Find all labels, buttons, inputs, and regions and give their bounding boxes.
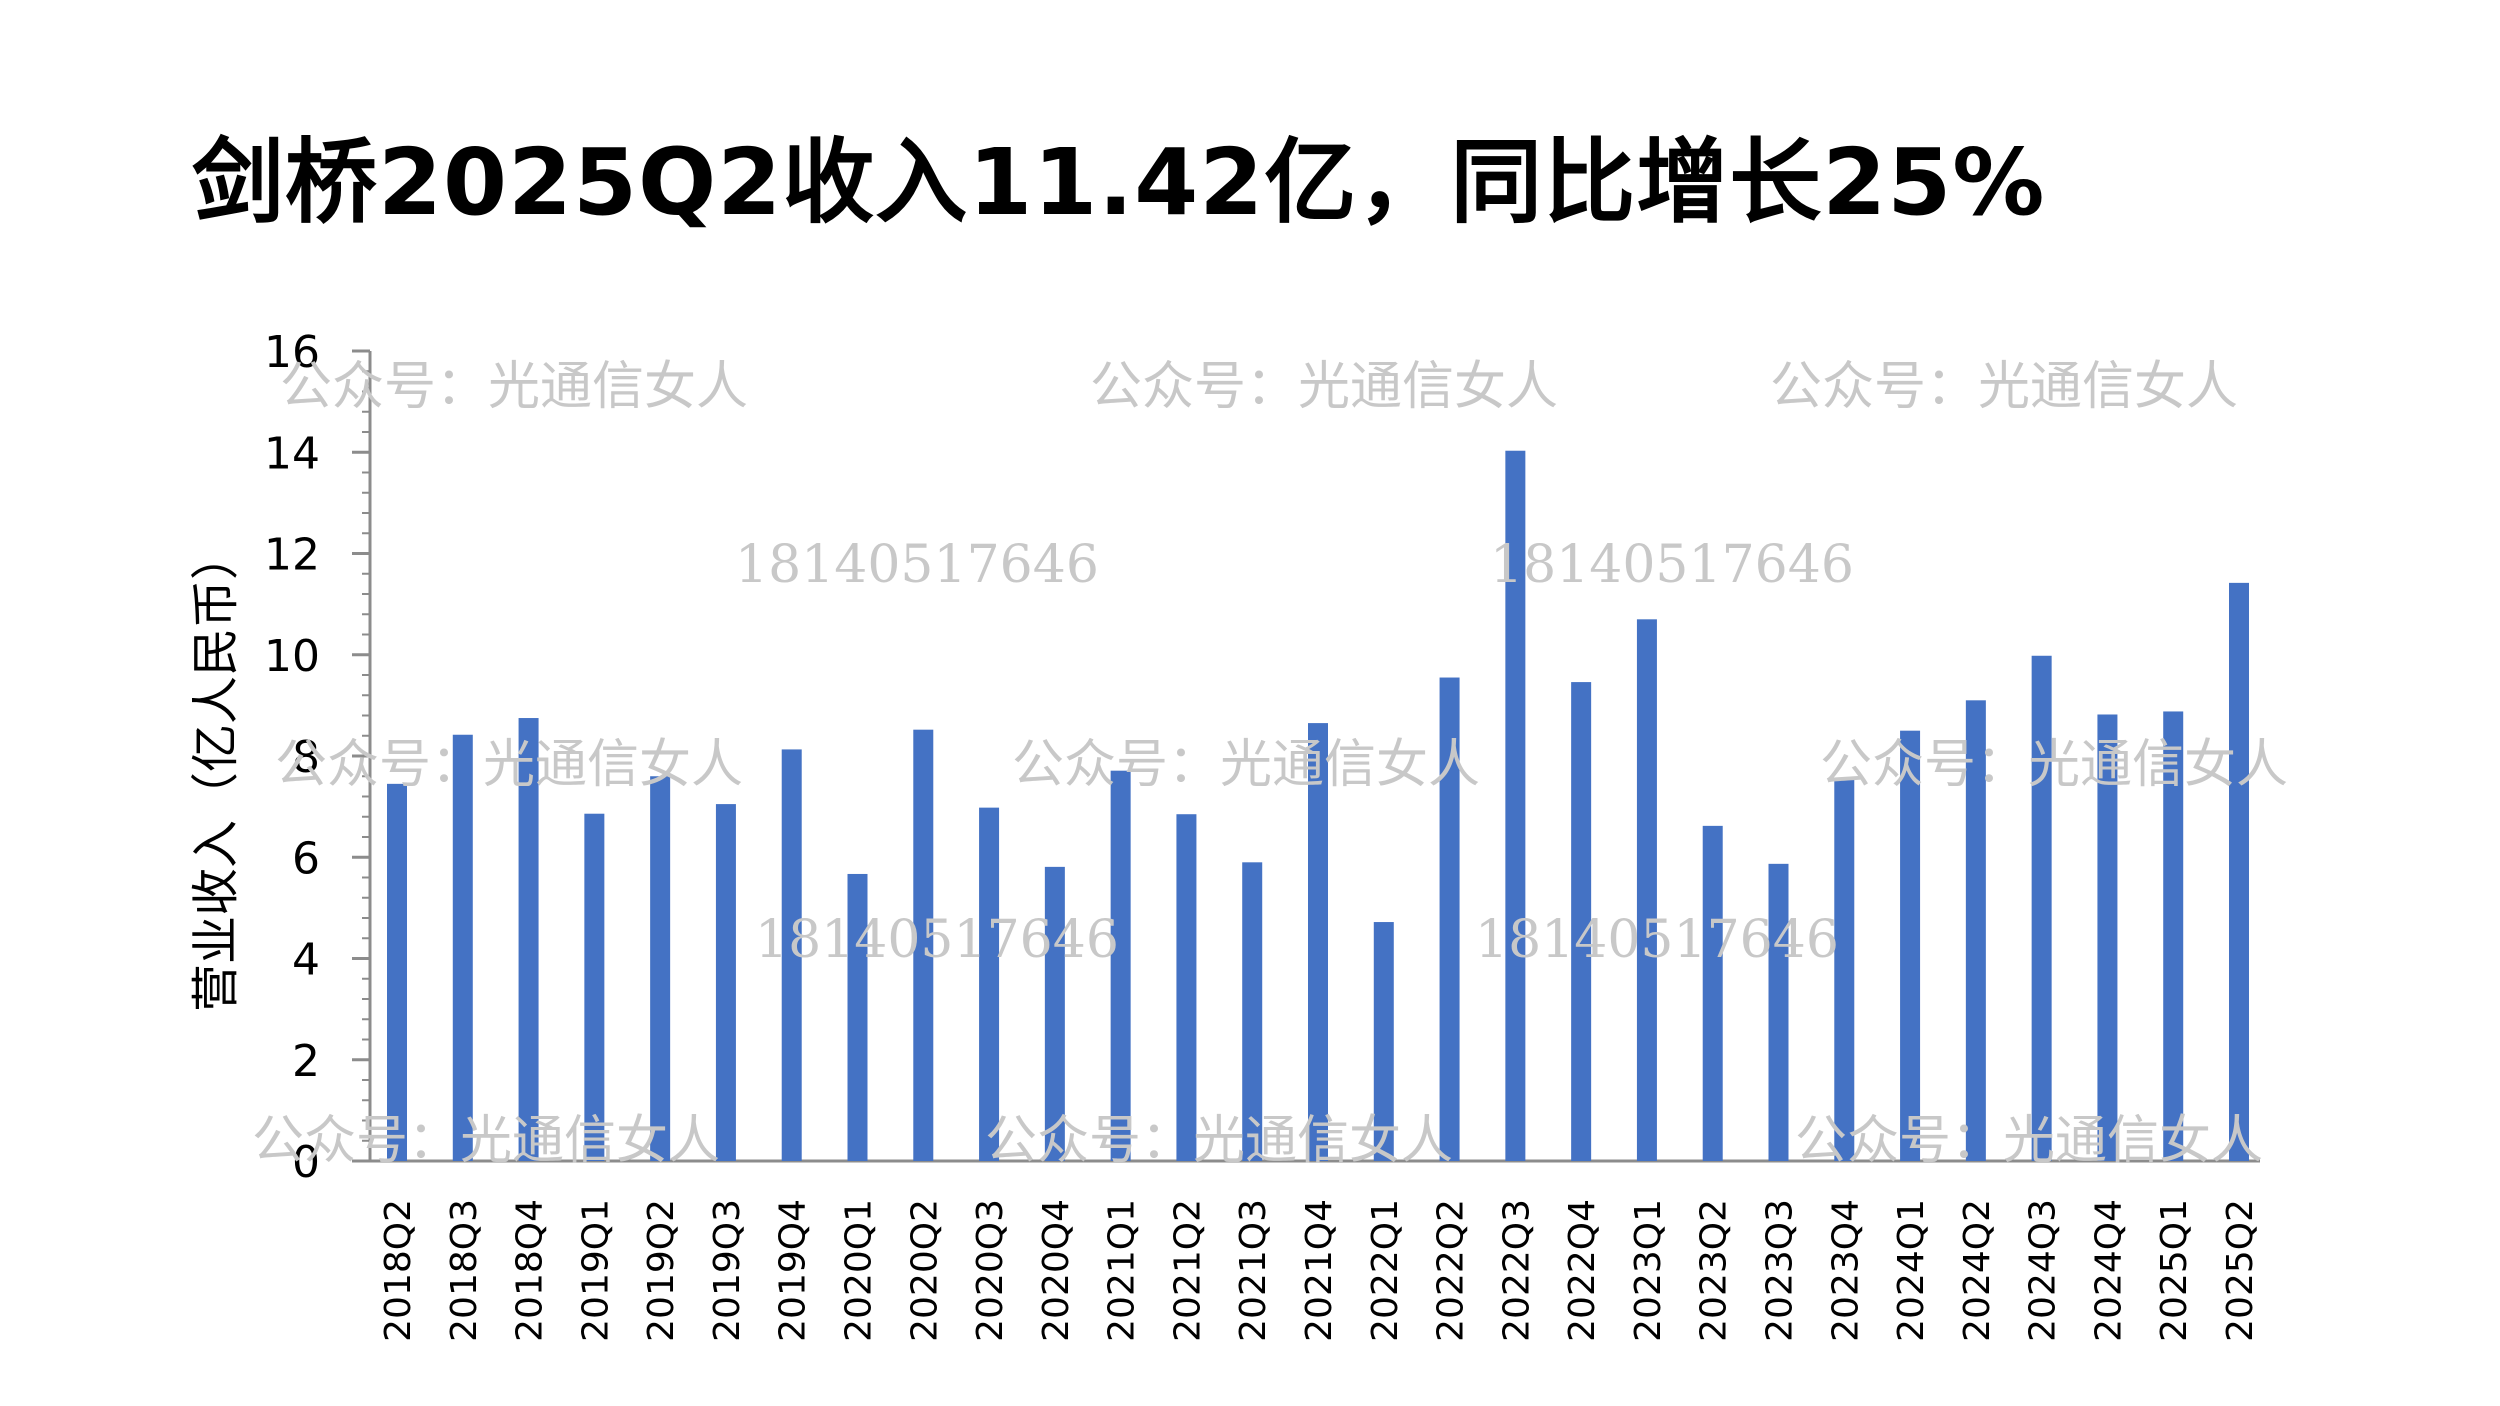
bar (452, 734, 473, 1161)
bar (1965, 700, 1986, 1161)
y-axis: 0 2 4 6 8 10 12 14 16 (264, 327, 372, 1188)
watermark-account: 公众号：光通信女人 (275, 735, 744, 795)
bar (1702, 825, 1723, 1161)
bar (1505, 450, 1526, 1161)
watermark-phone: 18140517646 (1490, 535, 1854, 595)
x-tick-label: 2025Q2 (2220, 1199, 2261, 1342)
bar (650, 776, 671, 1161)
watermark-account: 公众号：光通信女人 (280, 357, 749, 417)
x-tick-label: 2024Q3 (2023, 1199, 2064, 1342)
watermark-account: 公众号：光通信女人 (1820, 735, 2289, 795)
bar (847, 873, 868, 1161)
x-tick-label: 2021Q1 (1102, 1199, 1143, 1342)
x-tick-label: 2019Q3 (707, 1199, 748, 1342)
x-tick-label: 2018Q3 (444, 1199, 485, 1342)
x-tick-label: 2025Q1 (2154, 1199, 2195, 1342)
bar (1571, 682, 1592, 1161)
x-tick-label: 2023Q1 (1628, 1199, 1669, 1342)
bar (2097, 714, 2118, 1161)
bar (1636, 619, 1657, 1161)
watermark-account: 公众号：光通信女人 (1795, 1111, 2264, 1171)
bar (1900, 730, 1921, 1161)
watermark-account: 公众号：光通信女人 (1770, 357, 2239, 417)
x-axis: 2018Q2 2018Q3 2018Q4 2019Q1 2019Q2 2019Q3 2019… (370, 1159, 2261, 1342)
bar (1044, 866, 1065, 1161)
bars (387, 450, 2249, 1161)
y-tick-label: 8 (292, 732, 320, 783)
watermark-phone: 18140517646 (755, 910, 1119, 970)
watermark-phone: 18140517646 (1475, 910, 1839, 970)
bar (2229, 582, 2249, 1161)
x-tick-label: 2019Q4 (773, 1199, 814, 1342)
y-tick-label: 4 (292, 935, 320, 986)
x-tick-label: 2019Q1 (575, 1199, 616, 1342)
x-tick-label: 2022Q4 (1562, 1199, 1603, 1342)
x-tick-label: 2023Q3 (1760, 1199, 1801, 1342)
x-tick-label: 2023Q4 (1825, 1199, 1866, 1342)
x-tick-label: 2018Q2 (378, 1199, 419, 1342)
x-tick-label: 2021Q2 (1167, 1199, 1208, 1342)
bar (584, 813, 605, 1161)
x-tick-label: 2021Q3 (1233, 1199, 1274, 1342)
y-tick-label: 6 (292, 833, 320, 884)
y-tick-label: 10 (264, 631, 320, 682)
x-tick-label: 2018Q4 (510, 1199, 551, 1342)
x-tick-label: 2020Q4 (1036, 1199, 1077, 1342)
x-tick-label: 2020Q3 (970, 1199, 1011, 1342)
y-tick-label: 14 (264, 428, 320, 479)
chart-title: 剑桥2025Q2收入11.42亿，同比增长25% (192, 129, 2046, 236)
y-axis-label: 营业收入（亿人民币） (188, 532, 244, 1012)
bar (1242, 862, 1263, 1161)
y-tick-label: 2 (292, 1036, 320, 1087)
bar (913, 729, 934, 1161)
watermark-account: 公众号：光通信女人 (985, 1111, 1454, 1171)
x-tick-label: 2021Q4 (1299, 1199, 1340, 1342)
y-tick-label: 0 (292, 1137, 320, 1188)
bar (2031, 655, 2052, 1161)
bar (979, 807, 1000, 1161)
bar (387, 783, 407, 1161)
x-tick-label: 2024Q1 (1891, 1199, 1932, 1342)
watermark-account: 公众号：光通信女人 (1090, 357, 1559, 417)
x-tick-label: 2023Q2 (1694, 1199, 1735, 1342)
x-tick-label: 2019Q2 (641, 1199, 682, 1342)
bar (2163, 711, 2184, 1161)
watermark-account: 公众号：光通信女人 (1012, 735, 1481, 795)
bar (1373, 922, 1394, 1161)
x-tick-label: 2020Q2 (904, 1199, 945, 1342)
x-tick-label: 2022Q3 (1496, 1199, 1537, 1342)
x-tick-label: 2022Q2 (1431, 1199, 1472, 1342)
bar (1176, 814, 1197, 1161)
x-tick-label: 2020Q1 (839, 1199, 880, 1342)
x-tick-label: 2022Q1 (1365, 1199, 1406, 1342)
x-tick-label: 2024Q4 (2088, 1199, 2129, 1342)
bar (715, 804, 736, 1161)
bar (1110, 770, 1131, 1161)
y-tick-label: 16 (264, 327, 320, 378)
bar (1768, 863, 1789, 1161)
bar (1439, 677, 1460, 1161)
watermark-account: 公众号：光通信女人 (252, 1111, 721, 1171)
bar (1834, 778, 1855, 1161)
bar (1308, 723, 1328, 1161)
y-tick-label: 12 (264, 530, 320, 581)
bar (518, 718, 539, 1161)
watermark-phone: 18140517646 (735, 535, 1099, 595)
bar (781, 749, 802, 1161)
x-tick-label: 2024Q2 (1957, 1199, 1998, 1342)
